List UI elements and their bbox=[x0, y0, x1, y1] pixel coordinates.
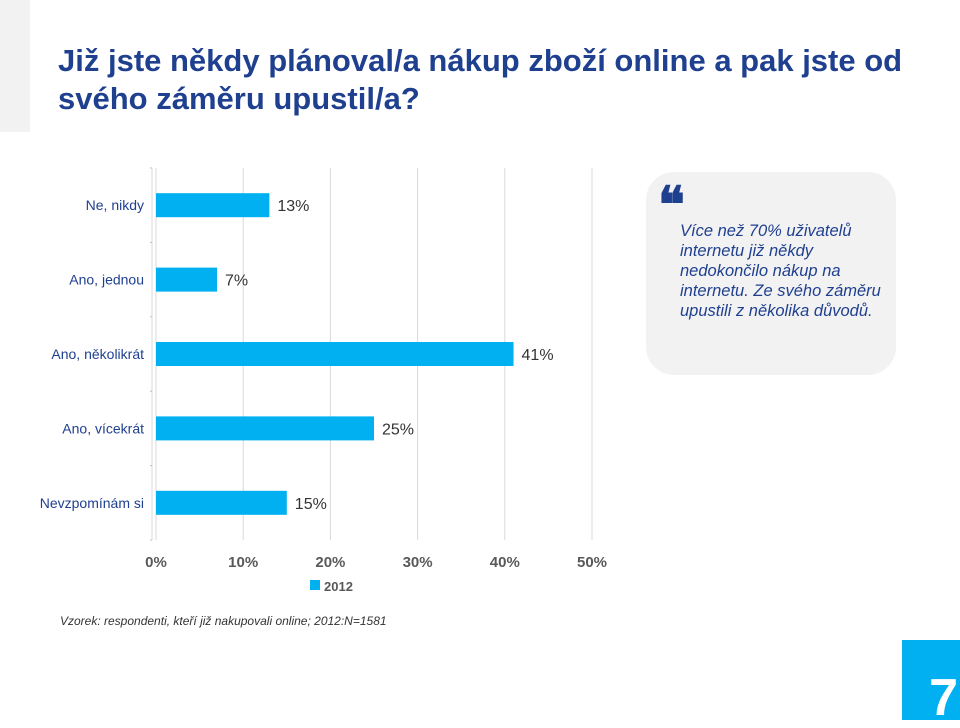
legend-label: 2012 bbox=[324, 579, 353, 594]
page-number: 7 bbox=[929, 669, 958, 727]
bar bbox=[156, 267, 218, 292]
value-label: 25% bbox=[382, 421, 414, 438]
page-number-box: 7 bbox=[902, 640, 960, 727]
category-label: Ano, jednou bbox=[69, 272, 144, 288]
callout-box bbox=[646, 172, 896, 375]
value-label: 13% bbox=[277, 198, 309, 215]
value-label: 15% bbox=[295, 496, 327, 513]
value-label: 41% bbox=[522, 347, 554, 364]
bar-chart: 0% 10% 20% 30% 40% 50% Ne, nikdy 13% Ano, jednou… bbox=[40, 167, 607, 594]
category-label: Ne, nikdy bbox=[86, 197, 144, 213]
bar bbox=[156, 416, 374, 441]
x-tick-label: 40% bbox=[490, 554, 520, 571]
bar bbox=[156, 490, 287, 515]
corner-shade bbox=[0, 0, 30, 132]
x-tick-label: 50% bbox=[577, 554, 607, 571]
quote-icon: ❝ bbox=[658, 175, 685, 234]
value-label: 7% bbox=[225, 273, 248, 290]
callout-text: Více než 70% uživatelů internetu již něk… bbox=[680, 222, 881, 320]
bar bbox=[156, 193, 270, 218]
sample-footnote: Vzorek: respondenti, kteří již nakupoval… bbox=[60, 614, 387, 628]
category-label: Nevzpomínám si bbox=[40, 495, 144, 511]
x-tick-label: 20% bbox=[315, 554, 345, 571]
x-tick-label: 10% bbox=[228, 554, 258, 571]
category-label: Ano, vícekrát bbox=[62, 420, 144, 436]
x-tick-label: 0% bbox=[145, 554, 167, 571]
x-tick-label: 30% bbox=[403, 554, 433, 571]
bar bbox=[156, 342, 514, 366]
category-label: Ano, několikrát bbox=[51, 346, 144, 362]
legend-swatch bbox=[310, 580, 320, 590]
page-title: Již jste někdy plánoval/a nákup zboží on… bbox=[58, 43, 903, 116]
